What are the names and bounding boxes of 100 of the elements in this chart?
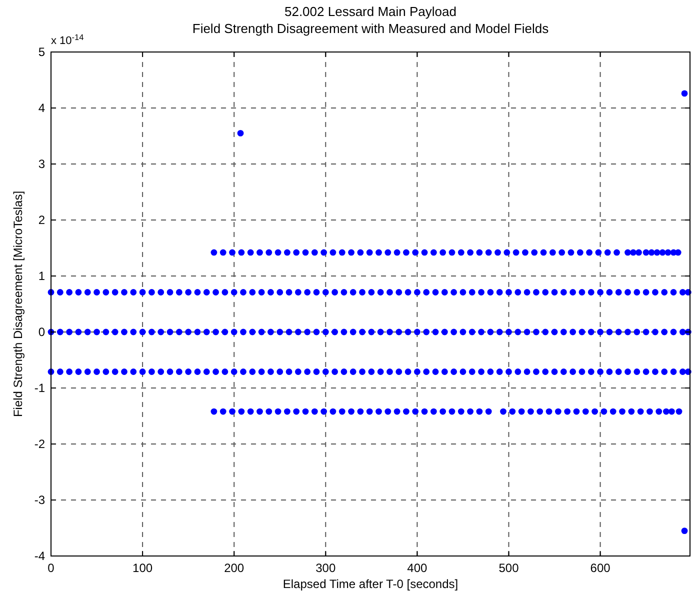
point [440, 408, 446, 415]
point [595, 249, 602, 256]
chart-title: 52.002 Lessard Main Payload [284, 4, 457, 19]
point [366, 408, 373, 415]
point [376, 408, 382, 415]
point [504, 249, 510, 256]
x-tick-label: 100 [132, 561, 153, 575]
y-tick-label: -3 [34, 493, 46, 507]
point [573, 408, 580, 415]
point [320, 249, 328, 256]
point [512, 249, 520, 256]
point [357, 408, 364, 415]
point [636, 249, 642, 256]
point [338, 249, 346, 256]
point [311, 408, 318, 415]
point [330, 408, 336, 415]
point [536, 408, 544, 415]
point [229, 408, 236, 415]
point [284, 249, 290, 256]
x-tick-label: 0 [48, 561, 55, 575]
point [458, 249, 464, 256]
point [403, 249, 410, 256]
point [266, 408, 272, 415]
point [293, 408, 300, 415]
point [592, 408, 598, 415]
point [568, 249, 574, 256]
point [384, 408, 392, 415]
point [302, 249, 309, 256]
point [412, 408, 419, 415]
y-tick-label: 0 [38, 325, 46, 339]
point [681, 90, 688, 97]
point [256, 249, 263, 256]
y-tick-label: -2 [34, 437, 46, 451]
point [600, 408, 608, 415]
point [357, 249, 364, 256]
point [348, 249, 354, 256]
point [467, 408, 474, 415]
point [485, 408, 492, 415]
point [338, 408, 346, 415]
x-tick-label: 300 [316, 561, 336, 575]
point [628, 408, 635, 415]
point [659, 249, 666, 256]
point [210, 408, 218, 415]
point [494, 249, 501, 256]
point [229, 249, 236, 256]
point [637, 408, 644, 415]
point [485, 249, 492, 256]
point [421, 408, 428, 415]
point [476, 408, 483, 415]
point [518, 408, 525, 415]
point [646, 408, 653, 415]
point [624, 249, 631, 256]
y-tick-label: 4 [38, 101, 46, 115]
x-tick-label: 400 [407, 561, 428, 575]
point [614, 249, 620, 256]
point [430, 249, 437, 256]
y-axis-title: Field Strength Disagreement [MicroTeslas] [11, 190, 25, 418]
point [676, 408, 682, 415]
point [549, 249, 556, 256]
point [564, 408, 571, 415]
point [311, 249, 318, 256]
point [412, 249, 419, 256]
text: x 10$^{-14}$ [51, 32, 84, 47]
x-tick-label: 200 [224, 561, 244, 575]
point [220, 408, 226, 415]
point [458, 408, 464, 415]
point [619, 408, 626, 415]
point [500, 408, 506, 415]
point [604, 249, 611, 256]
point [256, 408, 263, 415]
point [648, 249, 655, 256]
x-axis-title: Elapsed Time after T-0 [seconds] [282, 577, 458, 591]
point [448, 408, 456, 415]
point [586, 249, 592, 256]
point [663, 408, 670, 415]
point [394, 408, 400, 415]
point [656, 408, 662, 415]
point [509, 408, 516, 415]
point [540, 249, 547, 256]
point [330, 249, 336, 256]
x-tick-label: 500 [498, 561, 520, 575]
y-tick-label: 2 [38, 213, 46, 227]
point [546, 408, 552, 415]
point [348, 408, 354, 415]
point [582, 408, 589, 415]
point [681, 528, 688, 534]
y-tick-label: 1 [38, 269, 46, 283]
point [247, 249, 254, 256]
point [467, 249, 474, 256]
point [274, 249, 282, 256]
y-tick-label: 5 [38, 45, 46, 59]
point [366, 249, 373, 256]
point [293, 249, 300, 256]
point [210, 249, 218, 256]
point [610, 408, 616, 415]
point [302, 408, 309, 415]
point [220, 249, 226, 256]
point [430, 408, 437, 415]
point [664, 249, 672, 256]
point [558, 249, 566, 256]
